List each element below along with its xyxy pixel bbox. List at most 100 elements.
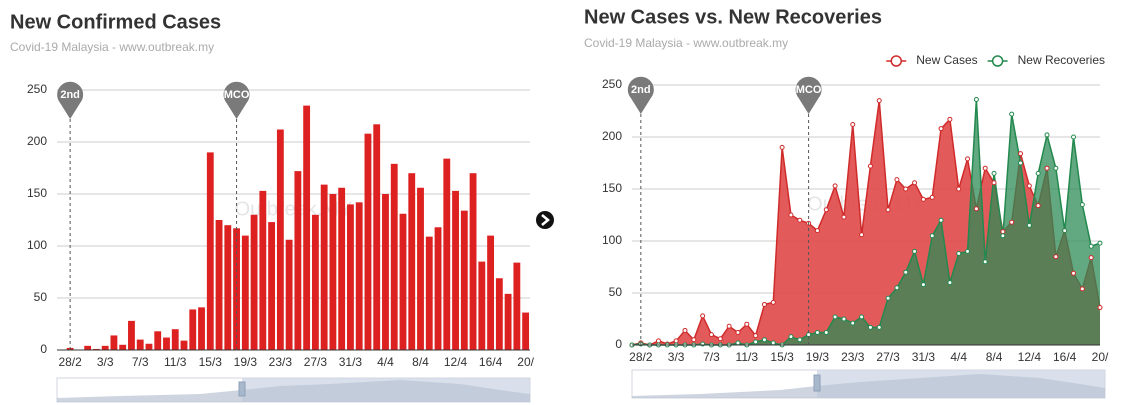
x-tick-label: 11/3 [736,350,759,364]
x-tick-label: 8/4 [986,350,1003,364]
bar [84,345,92,350]
area [632,99,1100,345]
bar [364,133,372,350]
x-tick-label: 27/3 [304,355,328,369]
point [903,186,909,192]
point [1097,240,1103,246]
point [876,324,882,330]
bar [443,158,451,350]
point [991,180,997,186]
annotation-pin [223,81,250,119]
annotation-pin [627,76,654,114]
point [867,163,873,169]
bar [434,227,442,350]
x-tick-label: 31/3 [339,355,363,369]
point [1026,222,1032,228]
legend-label: New Cases [916,53,977,67]
x-tick-label: 7/3 [132,355,149,369]
bar [241,235,249,350]
point [965,248,971,254]
point [1097,305,1103,311]
bar [303,105,311,350]
point [735,340,741,346]
point [938,217,944,223]
point [1035,170,1041,176]
x-tick-label: 28/2 [58,355,82,369]
point [1071,270,1077,276]
bar [206,152,214,350]
point [788,212,794,218]
x-tick-label: 3/3 [97,355,114,369]
point [903,269,909,275]
x-tick-label: 4/4 [950,350,967,364]
bar [163,337,170,350]
point [770,299,776,305]
x-tick-label: 20/ [1092,350,1109,364]
point [991,170,997,176]
x-tick-label: 16/4 [479,355,503,369]
point [673,338,679,344]
point [841,316,847,322]
chart-subtitle: Covid-19 Malaysia - www.outbreak.my [584,36,788,50]
x-tick-label: 23/3 [269,355,293,369]
point [859,314,865,320]
zoom-slider[interactable] [56,377,531,403]
point [832,183,838,189]
point [708,332,714,338]
bar [136,339,144,350]
bar [425,236,433,350]
point [841,214,847,220]
point [973,206,979,212]
point [770,340,776,346]
next-button[interactable] [536,211,554,229]
point [947,116,953,122]
point [1009,219,1015,225]
bar [171,329,179,350]
point [973,97,979,103]
y-tick-label: 250 [27,82,47,96]
annotation-pin [795,76,822,114]
bar [294,171,302,350]
bar [119,344,127,350]
point [956,250,962,256]
bar [373,124,381,350]
bar [399,213,407,350]
annotation-label: MCO [224,89,250,101]
point [965,156,971,162]
point [753,333,759,339]
bar [522,312,530,350]
x-tick-label: 31/3 [912,350,936,364]
x-tick-label: 3/3 [668,350,685,364]
bar [224,225,232,350]
point [691,337,697,343]
bar [93,348,100,350]
bar [320,184,328,350]
point [735,330,741,336]
legend-icon [991,55,1004,67]
chart-title: New Confirmed Cases [10,11,221,33]
y-tick-label: 200 [27,134,47,148]
point [1079,286,1085,292]
zoom-slider[interactable] [631,369,1106,399]
y-tick-label: 100 [27,238,47,252]
x-tick-label: 19/3 [806,350,830,364]
x-tick-label: 23/3 [841,350,865,364]
point [788,334,794,340]
point [1026,183,1032,189]
point [717,336,723,342]
x-tick-label: 15/3 [770,350,794,364]
bar [417,187,424,350]
annotation-label: 2nd [60,89,80,101]
bar [355,202,363,350]
bar [329,194,337,350]
bar [250,214,258,350]
point [859,232,865,238]
point [814,228,820,234]
point [982,165,988,171]
bar [408,173,416,350]
point [876,98,882,104]
point [912,180,918,186]
point [850,320,856,326]
line [631,100,1101,346]
